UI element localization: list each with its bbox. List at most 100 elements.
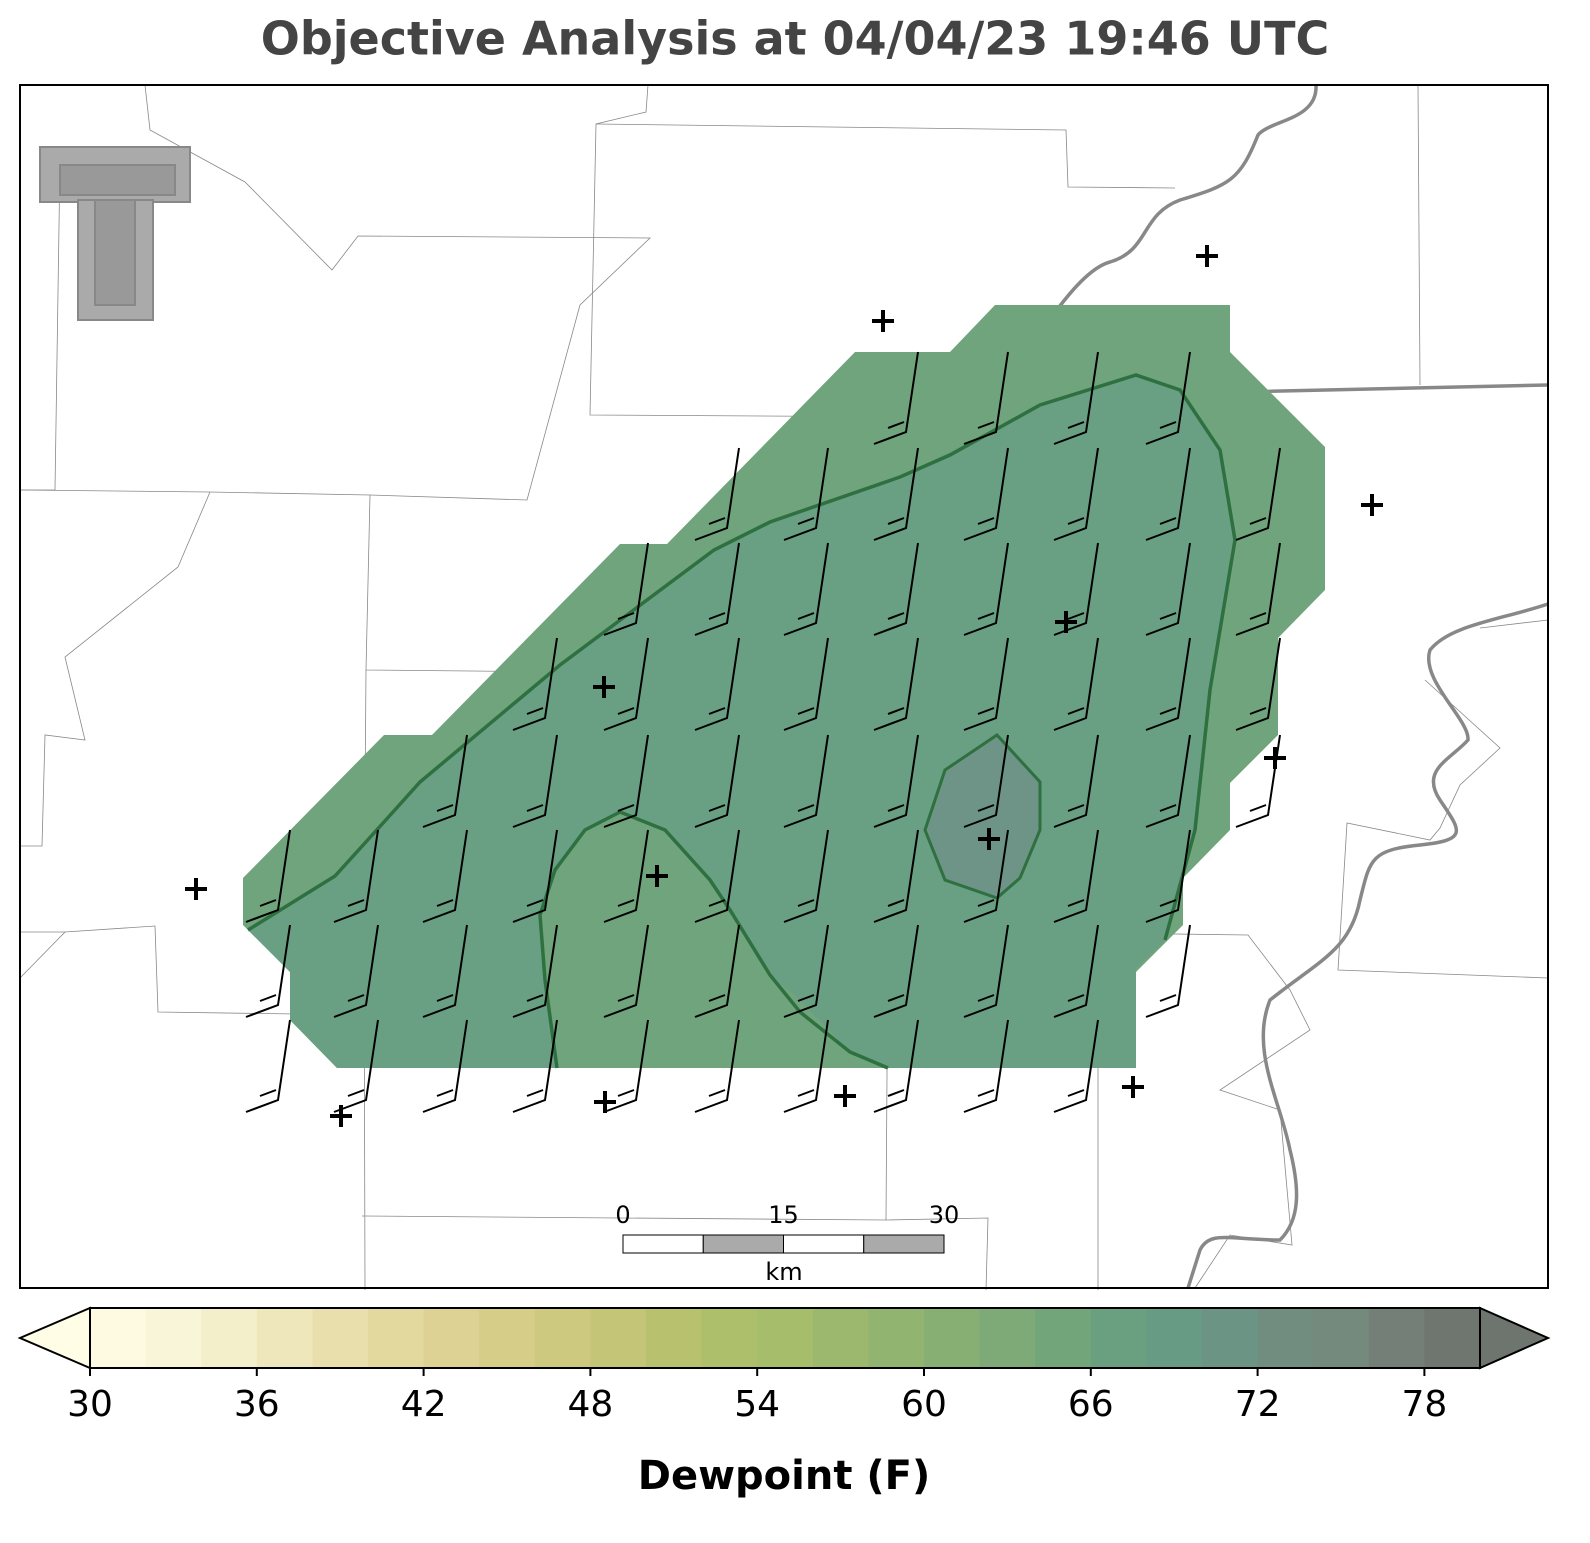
wind-barb	[694, 637, 740, 731]
wind-barb	[1053, 924, 1099, 1018]
wind-barb	[873, 734, 919, 828]
wind-barb	[1053, 829, 1099, 923]
map-frame	[19, 84, 1549, 1289]
scale-tick-label: 0	[615, 1201, 630, 1229]
colorbar-bin	[1202, 1308, 1259, 1368]
station	[1361, 494, 1383, 516]
wind-barb	[333, 924, 379, 1018]
station	[1122, 1076, 1144, 1098]
wind-barb	[783, 734, 829, 828]
wind-barb	[1145, 829, 1191, 923]
wind-barb	[1053, 351, 1099, 445]
station	[593, 676, 615, 698]
colorbar-tick-label: 66	[1068, 1384, 1114, 1425]
station	[1055, 611, 1077, 633]
colorbar-bin	[368, 1308, 425, 1368]
station	[1196, 245, 1218, 267]
station	[330, 1105, 352, 1127]
wind-barb	[963, 637, 1009, 731]
colorbar-bin	[646, 1308, 703, 1368]
scale-unit: km	[765, 1258, 802, 1286]
wind-barb	[422, 829, 468, 923]
wind-barb	[1053, 637, 1099, 731]
wind-barb	[603, 1019, 649, 1113]
wind-barb	[245, 829, 291, 923]
wind-barb	[873, 637, 919, 731]
colorbar-tick-label: 30	[67, 1384, 113, 1425]
colorbar-bin	[1090, 1308, 1147, 1368]
wind-barb	[873, 447, 919, 541]
wind-barb	[603, 542, 649, 636]
station	[1264, 747, 1286, 769]
wind-barb	[422, 1019, 468, 1113]
colorbar-bin	[812, 1308, 869, 1368]
wind-barb	[783, 447, 829, 541]
colorbar-bin	[1368, 1308, 1425, 1368]
wind-barb	[873, 542, 919, 636]
stations	[185, 245, 1383, 1127]
colorbar-bin	[201, 1308, 258, 1368]
colorbar-bin	[256, 1308, 313, 1368]
title: Objective Analysis at 04/04/23 19:46 UTC	[261, 12, 1330, 66]
wind-barb	[603, 924, 649, 1018]
colorbar-extend-high	[1479, 1306, 1551, 1370]
colorbar-bin	[534, 1308, 591, 1368]
wind-barb	[873, 351, 919, 445]
colorbar-frame	[89, 1307, 1481, 1369]
wind-barb	[1235, 637, 1281, 731]
wind-barb	[963, 1019, 1009, 1113]
wind-barb	[603, 734, 649, 828]
colorbar-bin	[1257, 1308, 1314, 1368]
station	[594, 1091, 616, 1113]
wind-barb	[512, 924, 558, 1018]
wind-barb	[333, 829, 379, 923]
wind-barb	[1145, 924, 1191, 1018]
wind-barb	[963, 734, 1009, 828]
wind-barb	[694, 829, 740, 923]
colorbar-tick-label: 60	[901, 1384, 947, 1425]
scale-segment	[863, 1234, 945, 1254]
wind-barb	[694, 1019, 740, 1113]
wind-barb	[694, 734, 740, 828]
logo	[39, 146, 191, 321]
wind-barb	[694, 542, 740, 636]
wind-barb	[1145, 542, 1191, 636]
wind-barbs	[245, 351, 1281, 1113]
wind-barb	[1145, 351, 1191, 445]
colorbar-bin	[757, 1308, 814, 1368]
wind-barb	[1053, 447, 1099, 541]
colorbar-bin	[924, 1308, 981, 1368]
wind-barb	[245, 924, 291, 1018]
colorbar-tick-label: 72	[1235, 1384, 1281, 1425]
scale-bar: km 0 15 30	[615, 1201, 959, 1286]
wind-barb	[1235, 447, 1281, 541]
colorbar-bin	[701, 1308, 758, 1368]
wind-barb	[512, 734, 558, 828]
scale-tick-label: 15	[768, 1201, 799, 1229]
wind-barb	[512, 1019, 558, 1113]
wind-barb	[963, 447, 1009, 541]
colorbar-bin	[1424, 1308, 1481, 1368]
station	[185, 878, 207, 900]
colorbar-bin	[90, 1308, 147, 1368]
wind-barb	[873, 1019, 919, 1113]
wind-barb	[783, 1019, 829, 1113]
station	[872, 310, 894, 332]
colorbar-bin	[145, 1308, 202, 1368]
wind-barb	[783, 542, 829, 636]
wind-barb	[245, 1019, 291, 1113]
scale-segment	[702, 1234, 784, 1254]
wind-barb	[1145, 734, 1191, 828]
colorbar-tick-label: 48	[567, 1384, 613, 1425]
station	[978, 828, 1000, 850]
colorbar-bin	[868, 1308, 925, 1368]
colorbar-tick-label: 78	[1401, 1384, 1447, 1425]
colorbar-bin	[1035, 1308, 1092, 1368]
wind-barb	[1053, 1019, 1099, 1113]
wind-barb	[694, 924, 740, 1018]
station	[834, 1085, 856, 1107]
colorbar-bin	[979, 1308, 1036, 1368]
wind-barb	[1145, 637, 1191, 731]
colorbar-bin	[423, 1308, 480, 1368]
